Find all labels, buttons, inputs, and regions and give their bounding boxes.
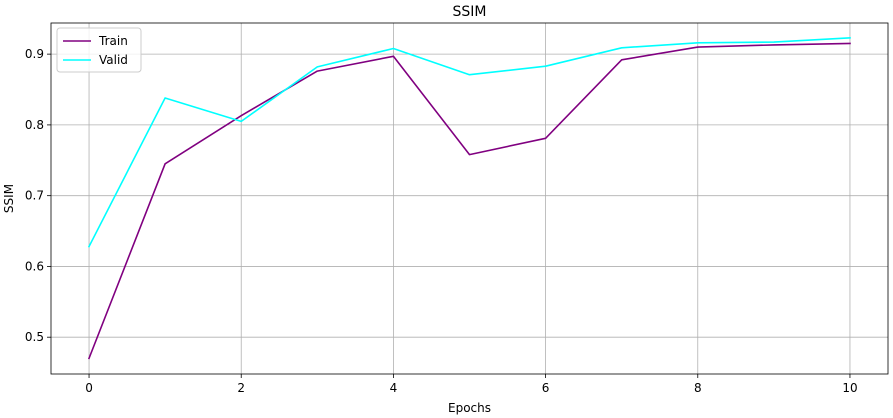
plot-frame	[50, 22, 889, 375]
axis-ticks: 0 2 4 6 8 10 0.5 0.6 0.7 0.8 0.9	[25, 47, 858, 395]
series-line-train	[87, 42, 851, 360]
y-tick-label: 0.8	[25, 118, 44, 132]
chart-title: SSIM	[453, 4, 487, 20]
x-tick-label: 6	[542, 381, 550, 395]
x-tick-label: 4	[390, 381, 398, 395]
legend: Train Valid	[56, 27, 142, 73]
x-tick-label: 10	[842, 381, 857, 395]
legend-box	[56, 27, 142, 73]
series-lines	[87, 37, 851, 360]
x-axis-label: Epochs	[448, 401, 491, 415]
y-tick-label: 0.7	[25, 189, 44, 203]
y-axis-label: SSIM	[2, 184, 16, 213]
legend-label-valid: Valid	[99, 53, 128, 67]
y-tick-label: 0.5	[25, 330, 44, 344]
legend-label-train: Train	[98, 34, 128, 48]
y-tick-label: 0.9	[25, 47, 44, 61]
x-tick-label: 8	[694, 381, 702, 395]
y-tick-label: 0.6	[25, 259, 44, 273]
x-tick-label: 2	[237, 381, 245, 395]
series-line-valid	[87, 37, 851, 248]
x-tick-label: 0	[85, 381, 93, 395]
grid	[51, 23, 888, 374]
